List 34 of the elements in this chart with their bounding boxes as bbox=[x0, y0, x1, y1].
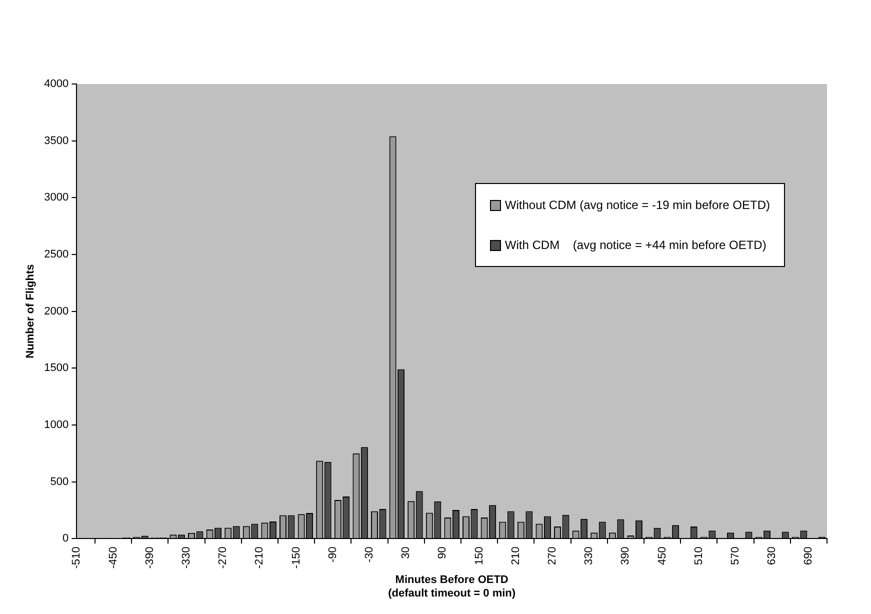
x-tick-label: -270 bbox=[217, 546, 230, 569]
y-tick-label: 3500 bbox=[44, 134, 69, 147]
x-tick-label: -510 bbox=[70, 546, 83, 569]
legend-label: With CDM (avg notice = +44 min before OETD) bbox=[504, 238, 766, 252]
x-tick-label: -90 bbox=[326, 546, 339, 562]
x-tick-label: 90 bbox=[436, 546, 449, 559]
x-tick-label: 30 bbox=[400, 546, 412, 559]
y-tick-label: 1500 bbox=[44, 362, 69, 374]
x-tick-label: 510 bbox=[692, 546, 705, 565]
x-tick-label: 210 bbox=[510, 546, 522, 565]
x-tick-label: -390 bbox=[144, 546, 156, 569]
x-axis-title: Minutes Before OETD (default timeout = 0 min) bbox=[388, 574, 516, 600]
x-tick-label: 690 bbox=[802, 546, 815, 565]
legend-label: Without CDM (avg notice = -19 min before OETD) bbox=[504, 198, 770, 212]
x-tick-label: 270 bbox=[546, 546, 559, 565]
x-tick-label: 630 bbox=[766, 546, 778, 565]
y-tick-label: 500 bbox=[50, 476, 69, 488]
y-axis-title: Number of Flights bbox=[24, 264, 37, 358]
x-tick-label: -330 bbox=[180, 546, 193, 569]
y-tick-label: 2500 bbox=[44, 248, 69, 260]
x-tick-label: -450 bbox=[107, 546, 120, 569]
y-tick-label: 4000 bbox=[44, 78, 69, 90]
y-tick-label: 1000 bbox=[44, 418, 69, 431]
y-tick-label: 2000 bbox=[44, 305, 69, 318]
x-tick-label: 390 bbox=[620, 546, 632, 565]
x-tick-label: -30 bbox=[364, 546, 376, 562]
x-tick-label: 450 bbox=[656, 546, 668, 565]
y-tick-label: 0 bbox=[62, 532, 69, 545]
x-tick-label: -210 bbox=[254, 546, 266, 569]
x-tick-label: 150 bbox=[473, 546, 486, 565]
x-tick-label: 570 bbox=[730, 546, 742, 565]
y-tick-label: 3000 bbox=[44, 192, 69, 204]
x-tick-label: -150 bbox=[290, 546, 302, 569]
x-tick-label: 330 bbox=[583, 546, 596, 565]
